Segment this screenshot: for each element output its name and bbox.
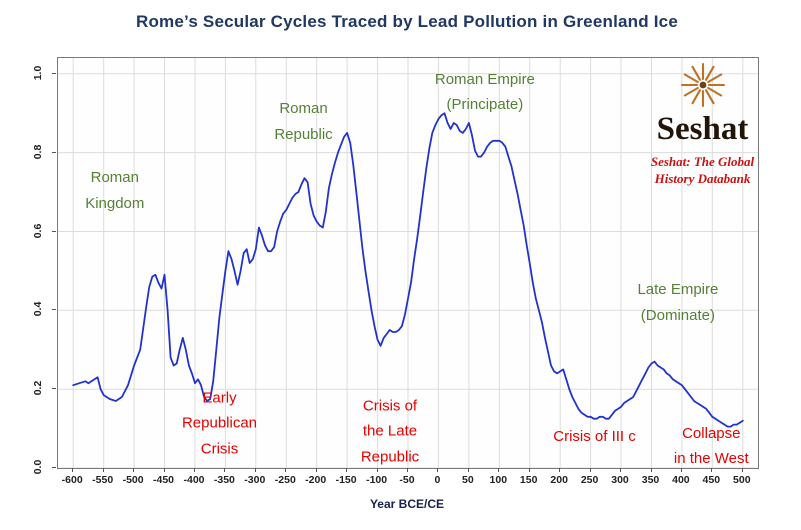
x-tick-label: -600	[61, 474, 83, 486]
y-tick-label: 0.6	[32, 223, 44, 238]
annotation-roman-kingdom: Roman Kingdom	[85, 169, 145, 212]
annotation-crisis-of-iii-c: Crisis of III c	[553, 428, 636, 446]
annotation-late-empire-dominate: Late Empire (Dominate)	[637, 281, 719, 325]
x-tick-mark	[741, 468, 743, 472]
x-tick-mark	[528, 468, 530, 472]
y-tick-label: 0.0	[32, 459, 44, 475]
y-tick-label: 0.8	[32, 144, 44, 159]
x-tick-mark	[315, 468, 317, 472]
x-tick-label: 450	[702, 474, 721, 486]
x-tick-label: -500	[122, 474, 144, 486]
x-tick-mark	[254, 468, 256, 472]
x-tick-mark	[285, 468, 287, 472]
x-tick-mark	[498, 468, 500, 472]
x-tick-label: -550	[92, 474, 114, 486]
x-tick-mark	[407, 468, 408, 472]
x-tick-label: -300	[244, 474, 266, 486]
logo-tagline-line1: Seshat: The Global	[650, 153, 755, 169]
x-tick-label: 300	[611, 474, 629, 486]
x-tick-mark	[163, 468, 165, 472]
x-tick-mark	[650, 468, 652, 472]
x-tick-label: -250	[274, 474, 296, 486]
x-tick-mark	[437, 468, 439, 472]
y-tick-mark	[52, 309, 56, 311]
x-tick-mark	[559, 468, 561, 472]
logo-tagline: Seshat: The Global History Databank	[615, 153, 790, 188]
x-tick-mark	[133, 468, 135, 472]
x-tick-mark	[346, 468, 348, 472]
x-tick-mark	[711, 468, 713, 472]
seshat-logo: Seshat Seshat: The Global History Databa…	[615, 60, 790, 188]
x-tick-mark	[194, 468, 195, 472]
x-tick-mark	[376, 468, 378, 472]
x-tick-mark	[620, 468, 621, 472]
y-tick-mark	[52, 467, 56, 468]
plot-area	[57, 57, 759, 469]
annotation-collapse-in-the-west: Collapse in the West	[673, 424, 749, 468]
x-tick-label: 100	[489, 474, 508, 486]
seshat-star-icon	[680, 62, 725, 108]
logo-wordmark: Seshat	[656, 111, 749, 147]
x-tick-label: 250	[580, 474, 599, 486]
annotation-early-republican-crisis: Early Republican Crisis	[181, 388, 258, 458]
x-tick-mark	[680, 468, 682, 472]
y-tick-mark	[52, 230, 56, 232]
x-tick-label: 150	[519, 474, 538, 486]
x-tick-label: 350	[641, 474, 660, 486]
lead-pollution-series	[72, 112, 744, 428]
y-tick-mark	[52, 72, 56, 74]
x-tick-mark	[589, 468, 591, 472]
logo-tagline-line2: History Databank	[654, 171, 751, 187]
x-tick-label: -350	[213, 474, 235, 486]
x-tick-label: 0	[434, 474, 441, 486]
annotation-roman-republic: Roman Republic	[274, 100, 333, 143]
x-tick-label: 200	[550, 474, 568, 486]
x-axis-label: Year BCE/CE	[369, 497, 445, 511]
x-tick-label: -450	[152, 474, 175, 486]
y-tick-label: 0.4	[32, 301, 44, 317]
x-tick-mark	[102, 468, 104, 472]
y-tick-mark	[52, 151, 56, 153]
x-tick-label: -50	[399, 474, 415, 486]
y-tick-label: 1.0	[32, 65, 44, 81]
chart-title: Rome’s Secular Cycles Traced by Lead Pol…	[136, 12, 678, 31]
x-tick-label: 400	[672, 474, 690, 486]
x-tick-label: -150	[335, 474, 357, 486]
line-chart	[58, 58, 758, 468]
x-tick-label: -400	[183, 474, 205, 486]
y-tick-label: 0.2	[32, 380, 44, 396]
x-tick-mark	[467, 468, 469, 472]
x-tick-mark	[224, 468, 226, 472]
x-tick-label: -200	[305, 474, 327, 486]
x-tick-label: -100	[366, 474, 388, 486]
x-tick-mark	[72, 468, 74, 472]
annotation-crisis-of-the-late-republic: Crisis of the Late Republic	[360, 396, 420, 466]
x-tick-label: 500	[733, 474, 751, 486]
x-tick-label: 50	[462, 474, 474, 486]
y-tick-mark	[52, 388, 56, 390]
annotation-roman-empire-principate: Roman Empire (Principate)	[434, 70, 535, 114]
